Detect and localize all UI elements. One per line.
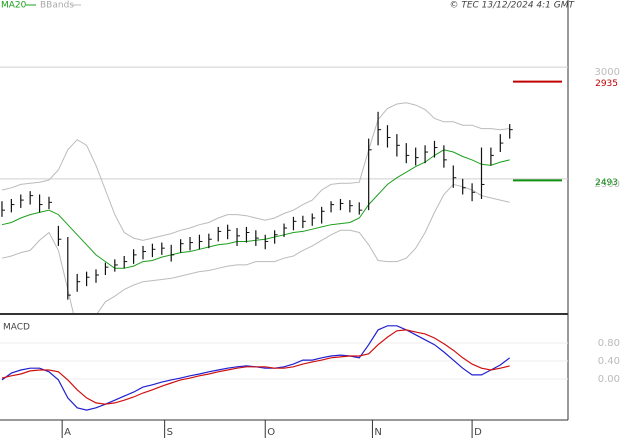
- x-tick-label: A: [64, 427, 71, 438]
- macd-line: [1, 329, 510, 405]
- y-tick-label: 0.80: [598, 338, 620, 349]
- header: © TEC 13/12/2024 4:1 GMT: [449, 1, 575, 11]
- x-tick-label: D: [474, 427, 482, 438]
- bband-upper: [1, 102, 510, 241]
- legend-ma20: MA20: [1, 1, 27, 11]
- x-tick-label: N: [374, 427, 381, 438]
- level-label: 2493: [595, 178, 618, 188]
- y-tick-label: 0.40: [598, 356, 620, 367]
- bband-lower: [1, 183, 510, 313]
- legend-bbands: BBands: [40, 1, 74, 11]
- macd-title: MACD: [3, 323, 30, 333]
- x-tick-label: S: [167, 427, 173, 438]
- y-tick-label: 0.00: [598, 374, 620, 385]
- labels: 2500 3000 0.00 0.40 0.80 A S O N D 2935 2493: [61, 67, 620, 438]
- y-tick-label: 2500: [595, 179, 620, 190]
- y-tick-label: 3000: [595, 67, 620, 78]
- x-tick-label: O: [267, 427, 275, 438]
- level-label: 2935: [595, 79, 618, 89]
- price-panel: [0, 66, 568, 313]
- macd-panel: [0, 325, 568, 411]
